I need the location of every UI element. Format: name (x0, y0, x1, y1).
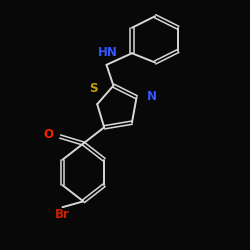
Text: N: N (147, 90, 157, 102)
Text: HN: HN (98, 46, 117, 59)
Text: O: O (43, 128, 53, 141)
Text: S: S (90, 82, 98, 95)
Text: Br: Br (55, 208, 70, 220)
